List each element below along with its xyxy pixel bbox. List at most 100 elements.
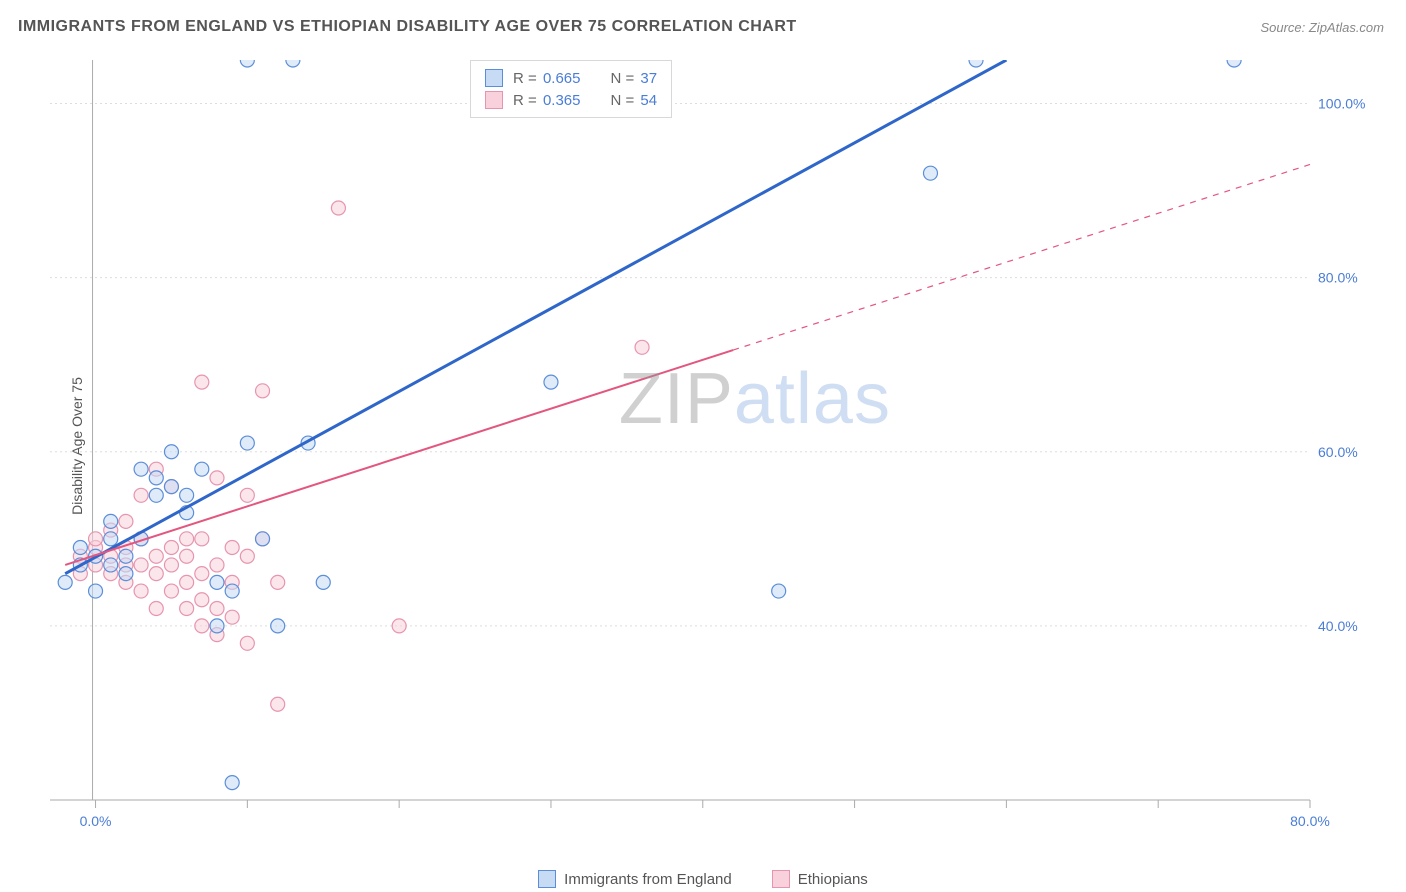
- stat-n-value: 54: [640, 92, 657, 109]
- source-name: ZipAtlas.com: [1309, 20, 1384, 35]
- data-point: [104, 514, 118, 528]
- data-point: [316, 575, 330, 589]
- data-point: [195, 567, 209, 581]
- data-point: [89, 532, 103, 546]
- data-point: [195, 532, 209, 546]
- data-point: [180, 601, 194, 615]
- data-point: [73, 541, 87, 555]
- data-point: [969, 60, 983, 67]
- data-point: [164, 541, 178, 555]
- chart-svg: 0.0% 80.0% 40.0% 60.0% 80.0% 100.0%: [50, 60, 1380, 830]
- legend-swatch: [485, 69, 503, 87]
- data-point: [331, 201, 345, 215]
- data-point: [240, 436, 254, 450]
- legend-swatch: [485, 91, 503, 109]
- data-point: [134, 584, 148, 598]
- source-attribution: Source: ZipAtlas.com: [1260, 20, 1384, 35]
- y-tick-label: 100.0%: [1318, 96, 1365, 112]
- data-point: [635, 340, 649, 354]
- data-point: [119, 549, 133, 563]
- regression-line: [65, 60, 1006, 574]
- stat-n-value: 37: [640, 70, 657, 87]
- stat-r-value: 0.365: [543, 92, 581, 109]
- stat-r-label: R = 0.665: [513, 70, 580, 87]
- data-point: [271, 697, 285, 711]
- data-point: [180, 549, 194, 563]
- stats-row: R = 0.365 N = 54: [485, 89, 657, 111]
- data-point: [195, 619, 209, 633]
- data-point: [134, 558, 148, 572]
- legend-label: Ethiopians: [798, 871, 868, 888]
- data-point: [210, 471, 224, 485]
- bottom-legend: Immigrants from England Ethiopians: [0, 870, 1406, 888]
- stat-r-label: R = 0.365: [513, 92, 580, 109]
- data-point: [149, 567, 163, 581]
- data-point: [210, 619, 224, 633]
- legend-swatch: [538, 870, 556, 888]
- legend-item: Immigrants from England: [538, 870, 732, 888]
- stat-n-label: N = 54: [610, 92, 657, 109]
- data-point: [271, 575, 285, 589]
- data-point: [104, 532, 118, 546]
- data-point: [119, 567, 133, 581]
- data-point: [240, 60, 254, 67]
- data-point: [195, 593, 209, 607]
- chart-container: IMMIGRANTS FROM ENGLAND VS ETHIOPIAN DIS…: [0, 0, 1406, 892]
- data-point: [210, 575, 224, 589]
- stat-n-label: N = 37: [610, 70, 657, 87]
- data-point: [256, 532, 270, 546]
- data-point: [772, 584, 786, 598]
- data-point: [180, 532, 194, 546]
- data-point: [195, 375, 209, 389]
- x-tick-label: 0.0%: [80, 813, 112, 829]
- data-point: [104, 558, 118, 572]
- data-point: [195, 462, 209, 476]
- data-point: [1227, 60, 1241, 67]
- data-point: [164, 445, 178, 459]
- data-point: [164, 584, 178, 598]
- x-tick-label: 80.0%: [1290, 813, 1330, 829]
- data-point: [271, 619, 285, 633]
- data-point: [225, 610, 239, 624]
- regression-line-dashed: [733, 164, 1310, 350]
- plot-area: ZIPatlas 0.0%80.0%40.0%60.0%80.0%100.0%: [50, 60, 1380, 830]
- y-tick-label: 80.0%: [1318, 270, 1358, 286]
- data-point: [149, 549, 163, 563]
- data-point: [164, 480, 178, 494]
- data-point: [119, 514, 133, 528]
- data-point: [240, 549, 254, 563]
- data-point: [256, 384, 270, 398]
- regression-line-solid: [65, 350, 733, 565]
- y-tick-label: 40.0%: [1318, 618, 1358, 634]
- chart-title: IMMIGRANTS FROM ENGLAND VS ETHIOPIAN DIS…: [18, 18, 797, 36]
- data-point: [923, 166, 937, 180]
- data-point: [180, 575, 194, 589]
- data-point: [149, 471, 163, 485]
- data-point: [89, 584, 103, 598]
- data-point: [180, 488, 194, 502]
- data-point: [134, 462, 148, 476]
- data-point: [240, 636, 254, 650]
- data-point: [286, 60, 300, 67]
- y-tick-label: 60.0%: [1318, 444, 1358, 460]
- data-point: [225, 584, 239, 598]
- data-point: [149, 488, 163, 502]
- stats-legend-box: R = 0.665 N = 37 R = 0.365 N = 54: [470, 60, 672, 118]
- legend-swatch: [772, 870, 790, 888]
- data-point: [240, 488, 254, 502]
- data-point: [225, 776, 239, 790]
- data-point: [225, 541, 239, 555]
- stats-row: R = 0.665 N = 37: [485, 67, 657, 89]
- source-prefix: Source:: [1260, 20, 1308, 35]
- legend-item: Ethiopians: [772, 870, 868, 888]
- data-point: [544, 375, 558, 389]
- legend-label: Immigrants from England: [564, 871, 732, 888]
- data-point: [210, 601, 224, 615]
- data-point: [392, 619, 406, 633]
- stat-r-value: 0.665: [543, 70, 581, 87]
- data-point: [164, 558, 178, 572]
- data-point: [210, 558, 224, 572]
- data-point: [134, 488, 148, 502]
- data-point: [149, 601, 163, 615]
- data-point: [58, 575, 72, 589]
